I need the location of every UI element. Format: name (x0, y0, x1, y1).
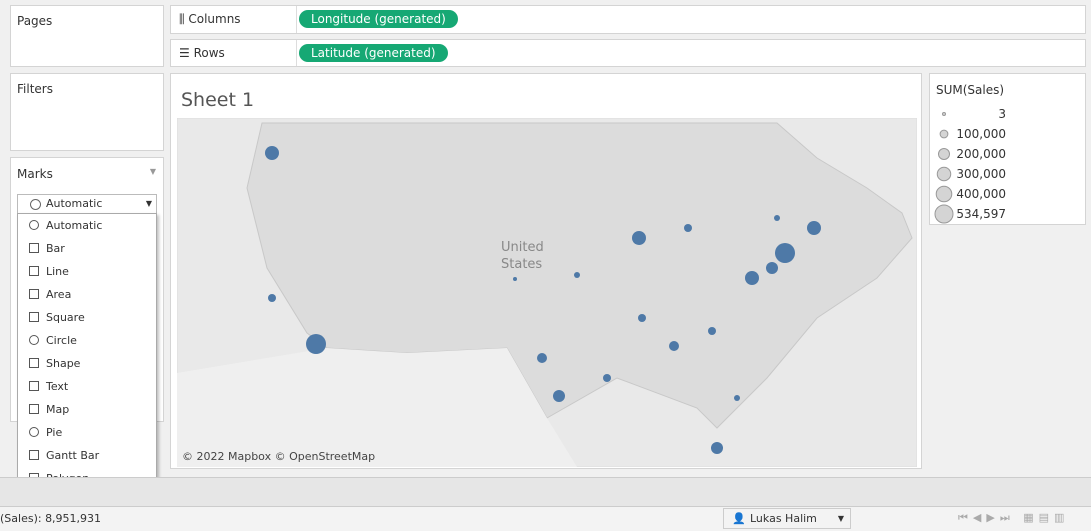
legend-size-circle (942, 112, 946, 116)
legend-label: 300,000 (956, 167, 1006, 181)
option-label: Gantt Bar (46, 449, 100, 462)
sheet-view: Sheet 1 United States © 2022 Mapbox © Ope… (170, 73, 922, 469)
option-label: Area (46, 288, 72, 301)
columns-label: ⫼ Columns (179, 12, 241, 26)
option-icon (29, 427, 39, 437)
rows-pill[interactable]: Latitude (generated) (299, 44, 448, 62)
map-attribution: © 2022 Mapbox © OpenStreetMap (182, 450, 375, 463)
sheet-tabs-bar (0, 477, 1091, 507)
option-icon (29, 335, 39, 345)
legend-label: 100,000 (956, 127, 1006, 141)
option-icon (29, 450, 39, 460)
mark-type-option[interactable]: Circle (18, 329, 156, 352)
legend-label: 400,000 (956, 187, 1006, 201)
rows-text: Rows (193, 46, 225, 60)
mark-type-dropdown: Automatic Bar Line Area Square Circle Shape Tex… (17, 213, 157, 513)
option-icon (29, 312, 39, 322)
mark-type-option[interactable]: Square (18, 306, 156, 329)
filters-panel: Filters (10, 73, 164, 151)
option-label: Shape (46, 357, 81, 370)
columns-text: Columns (188, 12, 241, 26)
legend-body: 3 100,000 200,000 300,000 400,000 534,597 (934, 107, 1006, 224)
columns-shelf: ⫼ Columns Longitude (generated) (170, 5, 1086, 34)
option-label: Automatic (46, 219, 103, 232)
map-label-line: States (501, 257, 542, 272)
filters-title: Filters (17, 82, 53, 96)
map-label-line: United (501, 240, 544, 255)
legend-label: 534,597 (956, 207, 1006, 221)
mark-type-option[interactable]: Bar (18, 237, 156, 260)
option-label: Map (46, 403, 70, 416)
mark-type-option[interactable]: Line (18, 260, 156, 283)
option-label: Circle (46, 334, 77, 347)
legend-size-circle (935, 185, 953, 203)
option-label: Square (46, 311, 85, 324)
mark-type-option[interactable]: Gantt Bar (18, 444, 156, 467)
size-legend: SUM(Sales) 3 100,000 200,000 300,000 400,000… (929, 73, 1086, 225)
legend-size-circle (939, 129, 949, 139)
mark-type-option[interactable]: Pie (18, 421, 156, 444)
option-icon (29, 243, 39, 253)
legend-label: 3 (998, 107, 1006, 121)
legend-title: SUM(Sales) (936, 83, 1005, 97)
map: United States © 2022 Mapbox © OpenStreetM… (177, 118, 917, 467)
status-summary: (Sales): 8,951,931 (0, 512, 102, 525)
mark-type-selected: Automatic (46, 197, 103, 210)
option-label: Text (46, 380, 69, 393)
status-bar: (Sales): 8,951,931 👤 Lukas Halim ▼ ⏮◀▶⏭ ▦… (0, 506, 1091, 531)
rows-shelf: ☰ Rows Latitude (generated) (170, 39, 1086, 67)
mark-type-option[interactable]: Shape (18, 352, 156, 375)
mark-type-option[interactable]: Text (18, 375, 156, 398)
pages-panel: Pages (10, 5, 164, 67)
map-country-label: United States (501, 240, 544, 272)
legend-size-circle (937, 147, 951, 161)
mark-type-option[interactable]: Area (18, 283, 156, 306)
user-name: Lukas Halim (750, 512, 817, 525)
pages-title: Pages (17, 14, 53, 28)
nav-buttons[interactable]: ⏮◀▶⏭ ▦▤▥ (958, 511, 1070, 524)
option-label: Bar (46, 242, 65, 255)
option-label: Pie (46, 426, 63, 439)
option-icon (29, 289, 39, 299)
option-icon (29, 404, 39, 414)
sheet-title: Sheet 1 (181, 89, 255, 111)
option-icon (29, 358, 39, 368)
option-icon (29, 381, 39, 391)
option-icon (29, 220, 39, 230)
columns-pill[interactable]: Longitude (generated) (299, 10, 458, 28)
user-menu[interactable]: 👤 Lukas Halim ▼ (723, 508, 851, 529)
rows-label: ☰ Rows (179, 46, 225, 60)
map-points (265, 146, 821, 454)
marks-title: Marks (17, 167, 53, 181)
legend-size-circle (936, 166, 952, 182)
mark-type-select[interactable]: Automatic ▼ (17, 194, 157, 214)
legend-label: 200,000 (956, 147, 1006, 161)
mark-type-option[interactable]: Automatic (18, 214, 156, 237)
option-icon (29, 266, 39, 276)
option-label: Line (46, 265, 69, 278)
mark-type-option[interactable]: Map (18, 398, 156, 421)
legend-size-circle (934, 204, 954, 224)
